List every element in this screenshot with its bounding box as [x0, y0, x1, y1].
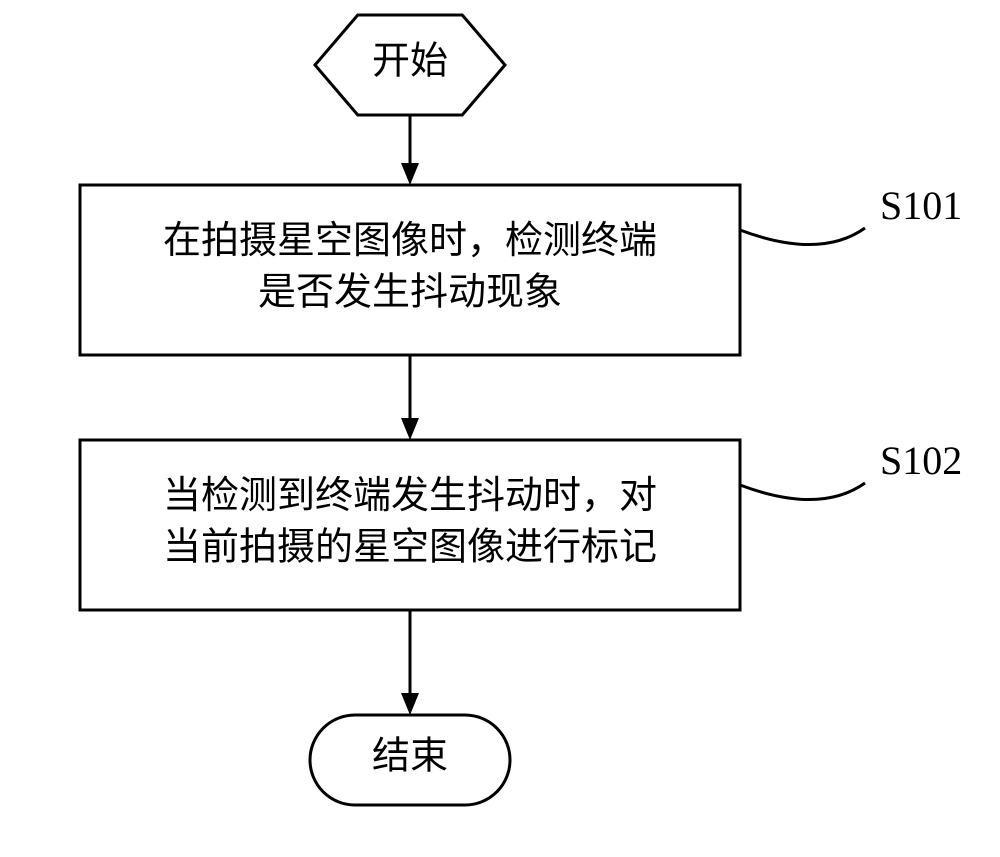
step-label-text: S101 [880, 183, 962, 228]
flowchart-canvas: 开始在拍摄星空图像时，检测终端是否发生抖动现象当检测到终端发生抖动时，对当前拍摄… [0, 0, 1000, 857]
step-label-text: S102 [880, 438, 962, 483]
node-text-start-line0: 开始 [372, 41, 448, 83]
node-text-s101-line1: 是否发生抖动现象 [258, 271, 562, 313]
node-text-end-line0: 结束 [372, 736, 448, 778]
node-text-s102-line1: 当前拍摄的星空图像进行标记 [163, 526, 657, 568]
node-text-s101-line0: 在拍摄星空图像时，检测终端 [163, 220, 657, 262]
canvas-bg [0, 0, 1000, 857]
node-text-s102-line0: 当检测到终端发生抖动时，对 [163, 475, 657, 517]
